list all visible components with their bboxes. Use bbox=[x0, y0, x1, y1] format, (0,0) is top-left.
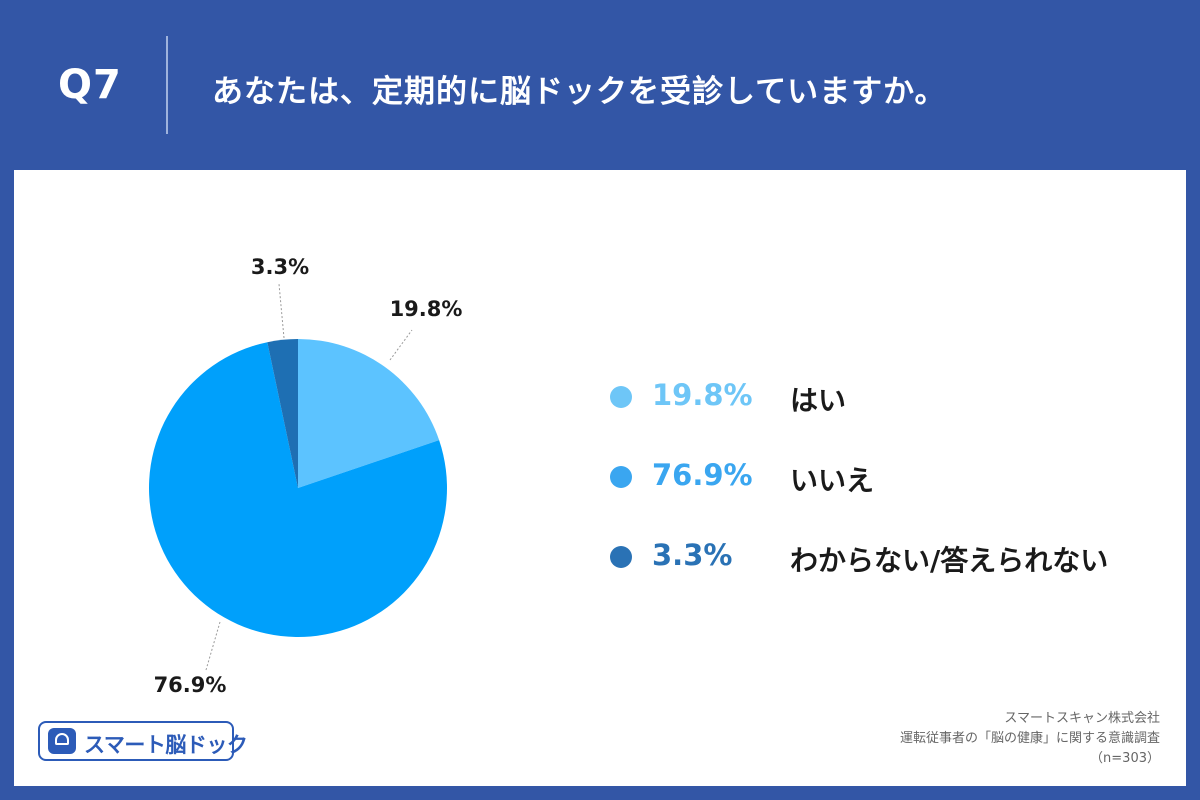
brain-dock-icon bbox=[48, 728, 76, 754]
pie-slice-3 bbox=[267, 339, 298, 488]
header-divider bbox=[166, 36, 168, 134]
legend-percent-3: 3.3% bbox=[652, 538, 733, 572]
source-survey: 運転従事者の「脳の健康」に関する意識調査 bbox=[899, 731, 1160, 746]
brand-logo: スマート脳ドック bbox=[38, 721, 248, 761]
logo-text: スマート脳ドック bbox=[84, 733, 248, 757]
slice-label-3: 3.3% bbox=[251, 255, 309, 279]
legend-percent-1: 19.8% bbox=[652, 378, 753, 412]
source-note: スマートスキャン株式会社 運転従事者の「脳の健康」に関する意識調査 （n=303… bbox=[900, 709, 1160, 769]
source-company: スマートスキャン株式会社 bbox=[1004, 711, 1160, 726]
legend-percent-2: 76.9% bbox=[652, 458, 753, 492]
slice-label-1: 19.8% bbox=[390, 297, 463, 321]
slice-label-2: 76.9% bbox=[154, 673, 227, 697]
legend-label-2: いいえ bbox=[790, 464, 875, 497]
legend-label-1: はい bbox=[790, 384, 847, 417]
pie-chart: 19.8% 76.9% 3.3% bbox=[148, 255, 463, 697]
source-sample: （n=303） bbox=[1090, 751, 1160, 766]
question-number: Q7 bbox=[58, 62, 122, 108]
leader-line-1 bbox=[389, 329, 413, 361]
legend-label-3: わからない/答えられない bbox=[790, 544, 1109, 577]
leader-line-2 bbox=[205, 621, 221, 671]
legend-dot-1 bbox=[610, 386, 632, 408]
legend-dot-3 bbox=[610, 546, 632, 568]
legend-dot-2 bbox=[610, 466, 632, 488]
header: Q7 あなたは、定期的に脳ドックを受診していますか。 bbox=[0, 0, 1200, 170]
chart-panel: 19.8% 76.9% 3.3% 19.8% はい 76.9% いいえ 3.3% わからない/… bbox=[14, 170, 1186, 786]
leader-line-3 bbox=[278, 283, 285, 339]
pie-slice-1 bbox=[298, 339, 440, 488]
pie-slice-2 bbox=[148, 342, 447, 637]
question-title: あなたは、定期的に脳ドックを受診していますか。 bbox=[212, 74, 947, 110]
